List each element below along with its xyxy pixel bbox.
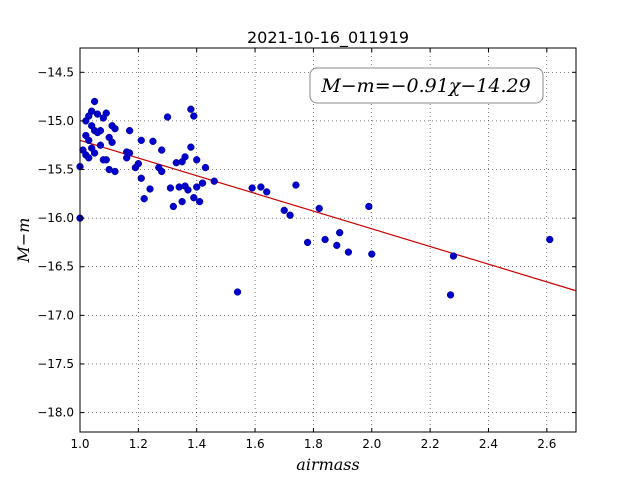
y-tick-label: −17.5 bbox=[37, 357, 74, 371]
data-point bbox=[125, 149, 134, 157]
data-point bbox=[125, 126, 134, 135]
data-point bbox=[88, 107, 96, 115]
data-point bbox=[184, 186, 192, 194]
x-tick-label: 2.2 bbox=[421, 437, 440, 451]
data-point bbox=[446, 291, 455, 299]
plot-frame bbox=[79, 47, 577, 433]
data-point bbox=[292, 181, 300, 189]
data-point bbox=[193, 156, 201, 164]
data-point bbox=[210, 177, 218, 185]
data-point bbox=[163, 113, 172, 121]
data-point bbox=[102, 156, 110, 164]
data-point bbox=[178, 197, 186, 206]
data-point bbox=[181, 153, 189, 161]
data-point bbox=[368, 250, 376, 258]
x-tick-label: 1.8 bbox=[304, 437, 323, 451]
data-point bbox=[85, 154, 93, 162]
data-point bbox=[111, 167, 119, 176]
x-tick-label: 2.6 bbox=[537, 437, 556, 451]
data-point bbox=[286, 211, 294, 219]
x-tick-label: 1.2 bbox=[129, 437, 148, 451]
x-tick-label: 1.0 bbox=[70, 437, 89, 451]
data-points bbox=[76, 97, 554, 299]
y-axis-label: M−m bbox=[14, 218, 33, 264]
data-point bbox=[96, 126, 105, 135]
data-point bbox=[140, 195, 148, 203]
data-point bbox=[134, 160, 143, 168]
data-point bbox=[365, 202, 373, 211]
data-point bbox=[449, 252, 458, 260]
data-point bbox=[96, 141, 105, 149]
data-point bbox=[90, 97, 99, 106]
data-point bbox=[198, 179, 207, 187]
x-tick-label: 1.6 bbox=[246, 437, 265, 451]
fit-line bbox=[79, 139, 577, 292]
y-tick-label: −15.0 bbox=[37, 114, 74, 128]
data-point bbox=[85, 136, 93, 145]
y-tick-label: −15.5 bbox=[37, 163, 74, 177]
data-point bbox=[93, 110, 102, 118]
y-tick-label: −18.0 bbox=[37, 406, 74, 420]
data-point bbox=[193, 183, 201, 191]
data-point bbox=[111, 125, 119, 133]
data-point bbox=[333, 241, 341, 249]
data-point bbox=[187, 105, 195, 113]
chart-title: 2021-10-16_011919 bbox=[247, 28, 409, 48]
data-point bbox=[108, 138, 116, 146]
gridlines bbox=[79, 48, 576, 432]
data-point bbox=[169, 202, 178, 211]
y-tick-label: −17.0 bbox=[37, 308, 74, 322]
x-tick-label: 2.0 bbox=[362, 437, 381, 451]
data-point bbox=[190, 112, 198, 120]
data-point bbox=[303, 238, 312, 247]
axis-ticks: 1.0 1.2 1.4 1.6 1.8 2.0 2.2 2.4 2.6 −14.5 −15.0 −15… bbox=[37, 48, 576, 451]
data-point bbox=[137, 136, 145, 145]
data-point bbox=[166, 184, 175, 192]
data-point bbox=[321, 235, 329, 244]
data-point bbox=[263, 188, 271, 196]
y-tick-label: −14.5 bbox=[37, 65, 74, 79]
data-point bbox=[90, 149, 99, 157]
x-tick-label: 2.4 bbox=[479, 437, 498, 451]
data-point bbox=[149, 137, 157, 145]
data-point bbox=[257, 183, 265, 191]
data-point bbox=[233, 288, 242, 296]
x-axis-label: airmass bbox=[296, 455, 359, 474]
data-point bbox=[158, 167, 166, 176]
y-tick-label: −16.5 bbox=[37, 260, 74, 274]
fit-annotation-box bbox=[309, 67, 544, 104]
data-point bbox=[102, 109, 110, 117]
fit-annotation-label: M−m=−0.91χ−14.29 bbox=[320, 75, 530, 97]
data-point bbox=[201, 163, 210, 172]
data-point bbox=[546, 235, 554, 244]
data-point bbox=[146, 185, 154, 193]
data-point bbox=[344, 248, 353, 256]
data-point bbox=[248, 184, 256, 192]
data-point bbox=[315, 204, 323, 213]
x-tick-label: 1.4 bbox=[187, 437, 206, 451]
fit-annotation: M−m=−0.91χ−14.29 bbox=[309, 67, 544, 104]
data-point bbox=[190, 194, 198, 202]
data-point bbox=[280, 206, 288, 214]
data-point bbox=[195, 197, 204, 206]
data-point bbox=[158, 146, 166, 154]
data-point bbox=[137, 174, 145, 182]
data-point bbox=[187, 143, 195, 151]
y-tick-label: −16.0 bbox=[37, 211, 74, 225]
data-point bbox=[336, 229, 344, 237]
